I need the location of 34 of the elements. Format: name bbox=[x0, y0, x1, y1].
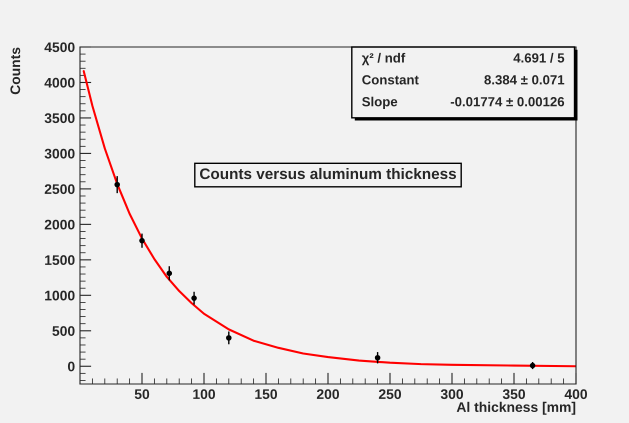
x-tick-label: 200 bbox=[316, 389, 340, 400]
x-tick-label: 400 bbox=[564, 389, 588, 400]
point bbox=[114, 182, 120, 188]
annotation: 8.384 ± 0.071 bbox=[484, 75, 564, 85]
y-tick-label: 4500 bbox=[44, 42, 75, 52]
x-tick-label: 250 bbox=[378, 389, 402, 400]
annotation: 4.691 / 5 bbox=[513, 52, 564, 63]
y-tick-label: 2500 bbox=[44, 184, 75, 194]
y-tick-label: 1000 bbox=[45, 290, 75, 300]
y-axis-title: Counts bbox=[10, 48, 20, 94]
annotation: -0.01774 ± 0.00126 bbox=[450, 97, 564, 106]
y-tick-label: 3500 bbox=[44, 113, 75, 124]
y-tick-label: 500 bbox=[52, 326, 75, 336]
x-tick-label: 50 bbox=[134, 389, 150, 400]
point bbox=[166, 270, 172, 276]
x-axis-title: Al thickness [mm] bbox=[456, 402, 576, 415]
line-series bbox=[82, 70, 576, 368]
text: Counts versus aluminum thickness bbox=[200, 168, 456, 180]
y-tick-label: 3000 bbox=[44, 148, 75, 159]
annotation: Slope bbox=[362, 96, 398, 110]
x-tick-label: 150 bbox=[255, 389, 278, 400]
point bbox=[226, 335, 232, 341]
x-tick-label: 300 bbox=[440, 389, 464, 400]
y-tick-label: 4000 bbox=[44, 78, 75, 88]
y-tick-label: 0 bbox=[68, 362, 75, 372]
x-tick-label: 100 bbox=[193, 389, 216, 400]
point bbox=[191, 295, 197, 301]
y-tick-label: 2000 bbox=[44, 220, 75, 230]
y-tick-label: 1500 bbox=[45, 255, 75, 266]
annotation: χ² / ndf bbox=[362, 52, 406, 66]
annotation: Constant bbox=[362, 75, 419, 84]
x-tick-label: 350 bbox=[502, 389, 526, 400]
point bbox=[139, 238, 145, 244]
point bbox=[374, 354, 380, 361]
